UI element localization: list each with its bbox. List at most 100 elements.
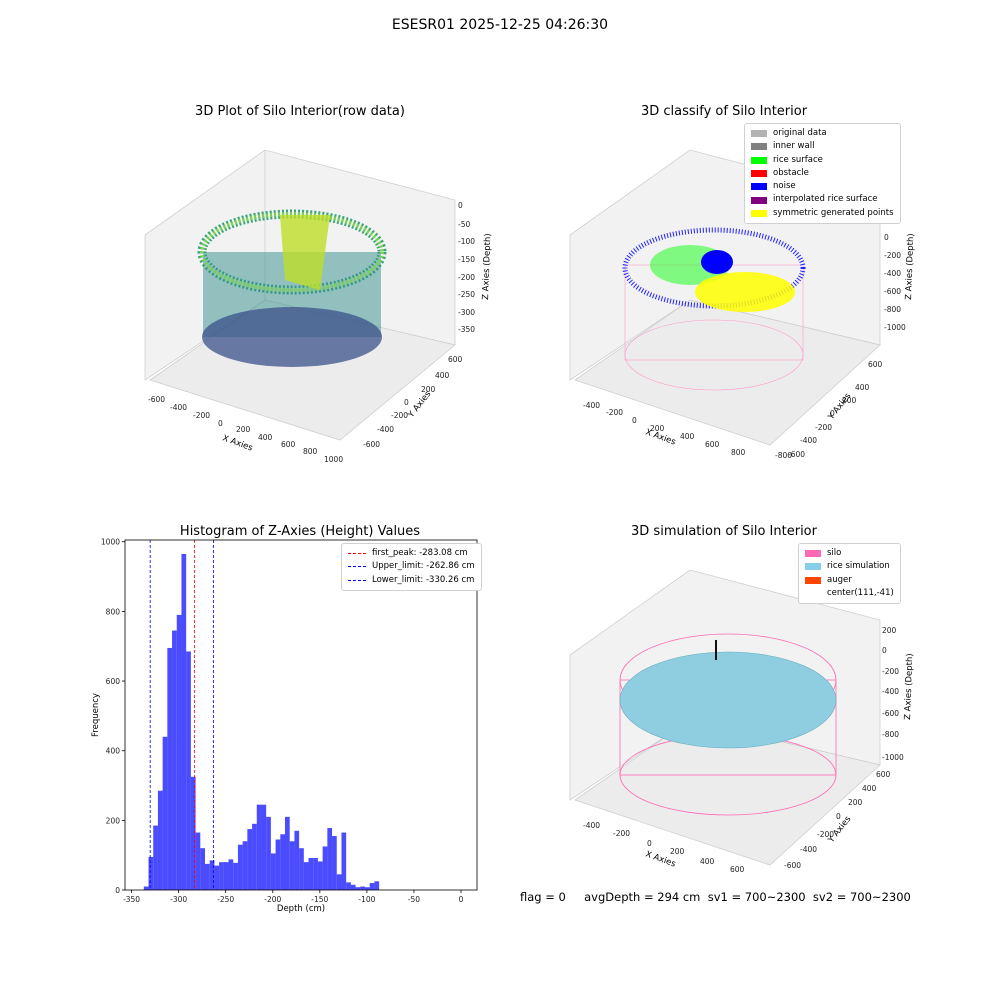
svg-text:400: 400 (435, 371, 450, 380)
svg-text:-600: -600 (882, 709, 899, 718)
histogram-bar (369, 883, 375, 890)
legend-label: Upper_limit: -262.86 cm (372, 561, 475, 572)
svg-text:-400: -400 (377, 425, 394, 434)
svg-text:0: 0 (632, 416, 637, 425)
legend-original-data: original data (751, 127, 894, 140)
legend-rice-simulation: rice simulation (805, 560, 894, 573)
histogram-bar (341, 832, 347, 890)
svg-text:-100: -100 (458, 237, 475, 246)
legend-swatch (751, 183, 767, 191)
histogram-bar (303, 862, 309, 890)
classify-legend: original data inner wall rice surface ob… (744, 123, 901, 225)
legend-label: symmetric generated points (773, 207, 894, 218)
histogram-ytick-label: 400 (106, 747, 121, 756)
histogram-bar (167, 647, 173, 890)
svg-text:400: 400 (258, 433, 273, 442)
histogram-legend: first_peak: -283.08 cm Upper_limit: -262… (341, 543, 482, 591)
legend-noise: noise (751, 180, 894, 193)
svg-text:200: 200 (848, 798, 863, 807)
raw-wall-cylinder (197, 209, 387, 367)
legend-swatch (805, 563, 821, 571)
histogram-bar (195, 832, 201, 890)
legend-line (348, 579, 366, 581)
histogram-bar (280, 834, 285, 890)
svg-text:-400: -400 (583, 821, 600, 830)
legend-first-peak: first_peak: -283.08 cm (348, 547, 475, 560)
simulation-legend: silo rice simulation auger center(111,-4… (798, 543, 901, 605)
histogram-bar (299, 848, 304, 890)
legend-swatch (751, 130, 767, 138)
svg-text:600: 600 (876, 770, 891, 779)
simulation-plot-title: 3D simulation of Silo Interior (631, 524, 817, 539)
histogram-bar (355, 887, 361, 890)
legend-label: center(111,-41) (827, 587, 894, 598)
svg-text:-600: -600 (363, 440, 380, 449)
raw-plot-title: 3D Plot of Silo Interior(row data) (195, 104, 405, 119)
histogram-bar (270, 853, 276, 890)
svg-text:-50: -50 (458, 220, 470, 229)
svg-text:600: 600 (730, 865, 745, 874)
legend-auger: auger (805, 574, 894, 587)
svg-text:200: 200 (421, 385, 436, 394)
histogram-bar (153, 825, 158, 890)
histogram-xtick-label: -200 (264, 895, 281, 904)
legend-swatch (751, 196, 767, 204)
svg-text:-600: -600 (884, 287, 901, 296)
legend-line (348, 566, 366, 568)
svg-text:200: 200 (842, 396, 857, 405)
histogram-bar (332, 836, 337, 890)
classify-plot-title: 3D classify of Silo Interior (640, 104, 808, 119)
histogram-xtick-label: -100 (358, 895, 375, 904)
legend-symmetric: symmetric generated points (751, 207, 894, 220)
svg-text:0: 0 (882, 646, 887, 655)
histogram-bar (228, 859, 234, 890)
histogram-xtick-label: -50 (408, 895, 420, 904)
svg-text:600: 600 (705, 440, 720, 449)
histogram-ytick-label: 600 (106, 677, 121, 686)
svg-text:-600: -600 (148, 395, 165, 404)
histogram-bar (214, 865, 220, 890)
histogram-bar (148, 856, 154, 890)
legend-swatch (751, 209, 767, 217)
legend-line (348, 553, 366, 555)
legend-label: inner wall (773, 141, 815, 152)
histogram-xtick-label: -150 (311, 895, 328, 904)
svg-text:400: 400 (700, 857, 715, 866)
histogram-bar (322, 846, 328, 890)
histogram-bar (266, 816, 271, 890)
histogram-yticks: 0 200 400 600 800 1000 (101, 538, 125, 895)
svg-text:-200: -200 (884, 251, 901, 260)
histogram-bar (336, 874, 342, 890)
svg-text:-350: -350 (458, 325, 475, 334)
legend-swatch (805, 576, 821, 584)
legend-silo: silo (805, 547, 894, 560)
histogram-xticks: -350 -300 -250 -200 -150 -100 -50 0 (123, 890, 464, 904)
histogram-bar (186, 651, 191, 890)
svg-text:800: 800 (303, 447, 318, 456)
histogram-xtick-label: -350 (123, 895, 140, 904)
legend-swatch (751, 156, 767, 164)
histogram-bar (252, 823, 257, 890)
legend-lower-limit: Lower_limit: -330.26 cm (348, 574, 475, 587)
legend-label: Lower_limit: -330.26 cm (372, 574, 475, 585)
histogram-ytick-label: 200 (106, 816, 121, 825)
histogram-bar (289, 841, 295, 890)
svg-text:600: 600 (448, 355, 463, 364)
histogram-bar (360, 886, 365, 890)
svg-text:-250: -250 (458, 290, 475, 299)
svg-text:-400: -400 (800, 845, 817, 854)
svg-text:200: 200 (670, 847, 685, 856)
histogram-ylabel: Frequency (91, 693, 101, 737)
svg-text:0: 0 (647, 839, 652, 848)
svg-text:0: 0 (458, 201, 463, 210)
svg-text:-800: -800 (884, 305, 901, 314)
histogram-bar (285, 816, 290, 890)
histogram-bar (327, 828, 333, 890)
classify-zlabel: Z Axies (Depth) (904, 233, 916, 300)
classify-floor-pane (574, 299, 881, 446)
histogram-ytick-label: 800 (106, 607, 121, 616)
legend-label: noise (773, 181, 796, 192)
